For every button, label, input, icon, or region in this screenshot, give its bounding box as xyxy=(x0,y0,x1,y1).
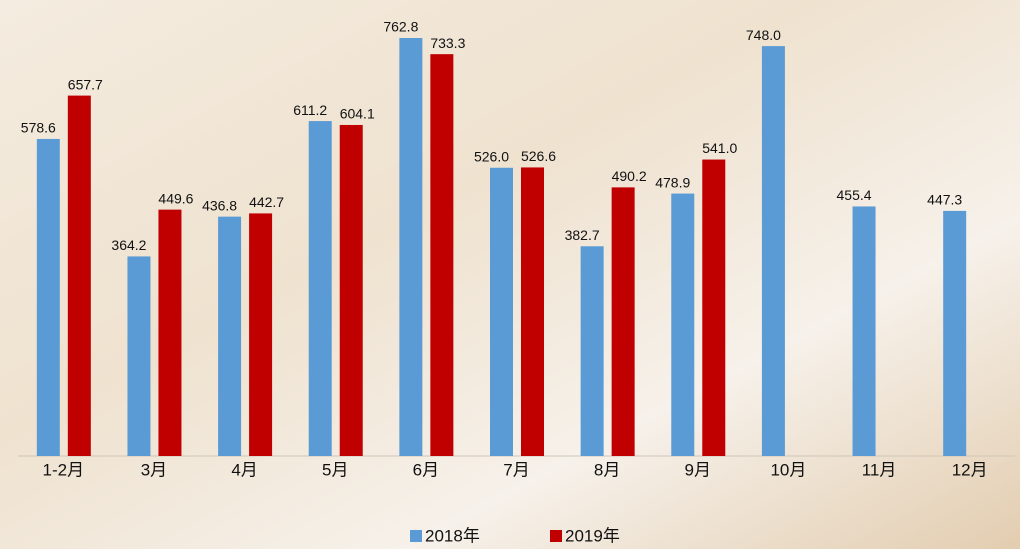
legend-swatch xyxy=(550,530,562,542)
value-label: 657.7 xyxy=(68,76,103,92)
x-tick-label: 3月 xyxy=(141,460,167,479)
bar xyxy=(580,246,604,456)
bar xyxy=(671,193,695,456)
x-tick-label: 4月 xyxy=(231,460,257,479)
bar xyxy=(490,167,513,456)
bar xyxy=(339,124,363,457)
x-tick-label: 11月 xyxy=(862,460,897,479)
value-label: 604.1 xyxy=(340,106,375,122)
bar xyxy=(521,167,544,456)
bar xyxy=(249,213,273,456)
bar xyxy=(611,187,635,457)
x-tick-label: 12月 xyxy=(952,460,988,479)
value-label: 611.2 xyxy=(293,102,327,118)
bar xyxy=(127,256,151,456)
x-tick-label: 8月 xyxy=(594,460,620,479)
bar xyxy=(761,46,785,457)
value-label: 382.7 xyxy=(565,227,600,243)
bar xyxy=(67,95,91,456)
bar xyxy=(943,210,967,456)
value-label: 447.3 xyxy=(927,192,962,208)
value-label: 762.8 xyxy=(383,19,418,35)
value-label: 455.4 xyxy=(837,187,872,203)
x-tick-label: 1-2月 xyxy=(43,460,85,479)
value-label: 733.3 xyxy=(430,35,465,51)
bar xyxy=(36,138,60,457)
value-label: 442.7 xyxy=(249,194,284,210)
value-label: 748.0 xyxy=(746,27,781,43)
value-label: 526.0 xyxy=(474,148,509,164)
x-tick-label: 7月 xyxy=(503,460,529,479)
bar xyxy=(218,216,242,456)
bar xyxy=(308,121,332,456)
x-tick-label: 5月 xyxy=(322,460,348,479)
value-label: 364.2 xyxy=(111,237,146,253)
value-label: 578.6 xyxy=(21,120,56,136)
legend-label: 2019年 xyxy=(565,526,620,545)
value-label: 526.6 xyxy=(521,148,556,164)
x-tick-label: 6月 xyxy=(413,460,439,479)
value-label: 490.2 xyxy=(612,168,647,184)
legend-label: 2018年 xyxy=(425,526,480,545)
value-label: 449.6 xyxy=(158,190,193,206)
bar xyxy=(702,159,726,456)
bar xyxy=(852,206,876,456)
legend-swatch xyxy=(410,530,422,542)
value-label: 478.9 xyxy=(655,174,690,190)
x-tick-label: 9月 xyxy=(685,460,711,479)
value-label: 541.0 xyxy=(702,140,737,156)
value-label: 436.8 xyxy=(202,197,237,213)
bar xyxy=(158,209,182,456)
bar xyxy=(430,54,454,457)
bar xyxy=(399,38,423,456)
x-tick-label: 10月 xyxy=(770,460,806,479)
